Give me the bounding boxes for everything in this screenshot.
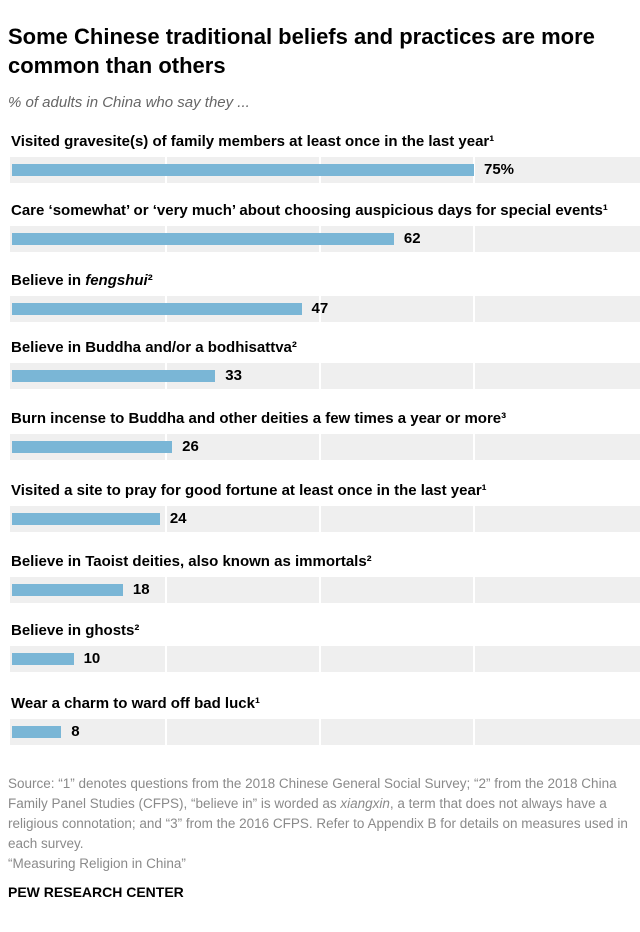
bar-track: 75% bbox=[10, 157, 640, 183]
gridline bbox=[165, 719, 167, 745]
gridline bbox=[319, 296, 321, 322]
chart-title: Some Chinese traditional beliefs and pra… bbox=[8, 24, 595, 78]
bar bbox=[12, 584, 123, 596]
category-label: Believe in Taoist deities, also known as… bbox=[11, 553, 372, 570]
bar bbox=[12, 233, 394, 245]
report-title: “Measuring Religion in China” bbox=[8, 856, 186, 871]
source-text-cont: , a term that does not always have a rel… bbox=[8, 796, 628, 851]
bar bbox=[12, 441, 173, 453]
gridline bbox=[473, 157, 475, 183]
gridline bbox=[319, 363, 321, 389]
gridline bbox=[165, 577, 167, 603]
gridline bbox=[473, 226, 475, 252]
gridline bbox=[473, 506, 475, 532]
data-label: 33 bbox=[225, 367, 242, 384]
gridline bbox=[319, 646, 321, 672]
data-label: 62 bbox=[403, 230, 421, 247]
source-text: Source: “1” denotes questions from the 2… bbox=[8, 776, 617, 811]
gridline bbox=[319, 506, 321, 532]
category-label: Wear a charm to ward off bad luck¹ bbox=[11, 695, 260, 712]
gridline bbox=[473, 646, 475, 672]
bar-track: 8 bbox=[10, 719, 640, 745]
category-label: Care ‘somewhat’ or ‘very much’ about cho… bbox=[11, 202, 608, 219]
bar bbox=[12, 164, 474, 176]
bar-track: 47 bbox=[10, 296, 640, 322]
bar bbox=[12, 303, 302, 315]
data-label: 8 bbox=[71, 723, 80, 740]
bar-track: 62 bbox=[10, 226, 640, 252]
gridline bbox=[319, 577, 321, 603]
pew-logo-text: PEW RESEARCH CENTER bbox=[8, 884, 184, 900]
data-label: 24 bbox=[169, 510, 187, 527]
data-label: 47 bbox=[311, 300, 329, 317]
gridline bbox=[473, 434, 475, 460]
category-label: Believe in fengshui² bbox=[11, 272, 153, 289]
bar bbox=[12, 370, 216, 382]
data-label: 18 bbox=[132, 581, 150, 598]
gridline bbox=[473, 363, 475, 389]
gridline bbox=[473, 296, 475, 322]
bar-track: 26 bbox=[10, 434, 640, 460]
category-label: Visited gravesite(s) of family members a… bbox=[11, 133, 495, 150]
gridline bbox=[319, 434, 321, 460]
category-label: Visited a site to pray for good fortune … bbox=[11, 482, 487, 499]
gridline bbox=[165, 506, 167, 532]
data-label: 75% bbox=[484, 161, 515, 178]
bar-track: 10 bbox=[10, 646, 640, 672]
bar-track: 33 bbox=[10, 363, 640, 389]
data-label: 10 bbox=[83, 650, 101, 667]
gridline bbox=[473, 577, 475, 603]
category-label: Believe in Buddha and/or a bodhisattva² bbox=[11, 339, 297, 356]
bar-track: 24 bbox=[10, 506, 640, 532]
gridline bbox=[473, 719, 475, 745]
gridline bbox=[319, 719, 321, 745]
category-label: Burn incense to Buddha and other deities… bbox=[11, 410, 507, 427]
bar bbox=[12, 726, 62, 738]
bar bbox=[12, 513, 160, 525]
gridline bbox=[165, 646, 167, 672]
source-note: Source: “1” denotes questions from the 2… bbox=[8, 774, 633, 874]
chart-subtitle: % of adults in China who say they ... bbox=[8, 94, 250, 111]
category-label: Believe in ghosts² bbox=[11, 622, 140, 639]
data-label: 26 bbox=[182, 438, 199, 455]
bar bbox=[12, 653, 74, 665]
bar-track: 18 bbox=[10, 577, 640, 603]
source-italic-term: xiangxin bbox=[340, 796, 390, 811]
